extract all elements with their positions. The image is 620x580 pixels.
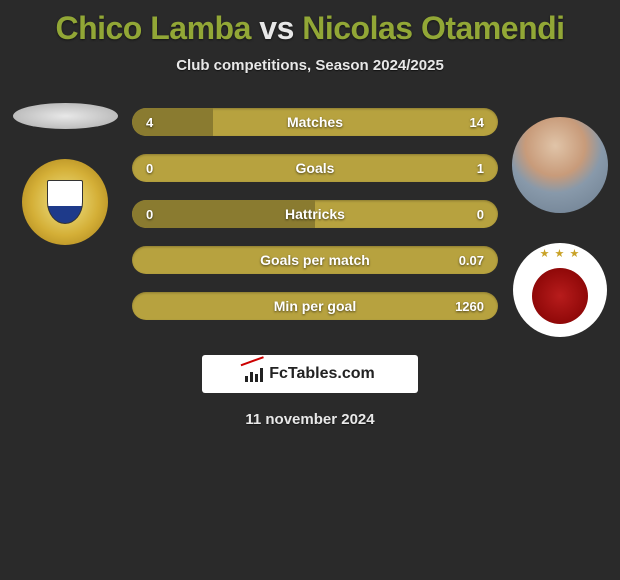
stat-label: Min per goal bbox=[132, 298, 498, 314]
branding: FcTables.com bbox=[202, 355, 418, 393]
player2-club-badge bbox=[513, 243, 607, 337]
comparison-content: 4Matches140Goals10Hattricks0Goals per ma… bbox=[0, 98, 620, 337]
stat-label: Goals per match bbox=[132, 252, 498, 268]
stat-value-right: 1260 bbox=[455, 299, 484, 314]
right-column bbox=[500, 98, 620, 337]
player1-club-badge bbox=[22, 159, 108, 245]
stat-value-right: 0 bbox=[477, 207, 484, 222]
stat-row: 0Goals1 bbox=[132, 154, 498, 182]
player1-photo-placeholder bbox=[13, 103, 118, 129]
stat-label: Matches bbox=[132, 114, 498, 130]
branding-text: FcTables.com bbox=[269, 365, 375, 383]
stat-label: Hattricks bbox=[132, 206, 498, 222]
stat-row: Goals per match0.07 bbox=[132, 246, 498, 274]
player1-name: Chico Lamba bbox=[55, 10, 250, 46]
chart-icon bbox=[245, 366, 265, 382]
stat-label: Goals bbox=[132, 160, 498, 176]
stat-bars: 4Matches140Goals10Hattricks0Goals per ma… bbox=[130, 98, 500, 320]
date-label: 11 november 2024 bbox=[0, 411, 620, 428]
stat-value-right: 14 bbox=[470, 115, 484, 130]
page-title: Chico Lamba vs Nicolas Otamendi bbox=[0, 0, 620, 47]
stat-row: Min per goal1260 bbox=[132, 292, 498, 320]
stat-value-right: 1 bbox=[477, 161, 484, 176]
player2-photo bbox=[512, 117, 608, 213]
stat-row: 0Hattricks0 bbox=[132, 200, 498, 228]
stat-row: 4Matches14 bbox=[132, 108, 498, 136]
stat-value-right: 0.07 bbox=[459, 253, 484, 268]
player2-name: Nicolas Otamendi bbox=[302, 10, 564, 46]
vs-separator: vs bbox=[259, 10, 294, 46]
left-column bbox=[0, 98, 130, 245]
subtitle: Club competitions, Season 2024/2025 bbox=[0, 57, 620, 74]
